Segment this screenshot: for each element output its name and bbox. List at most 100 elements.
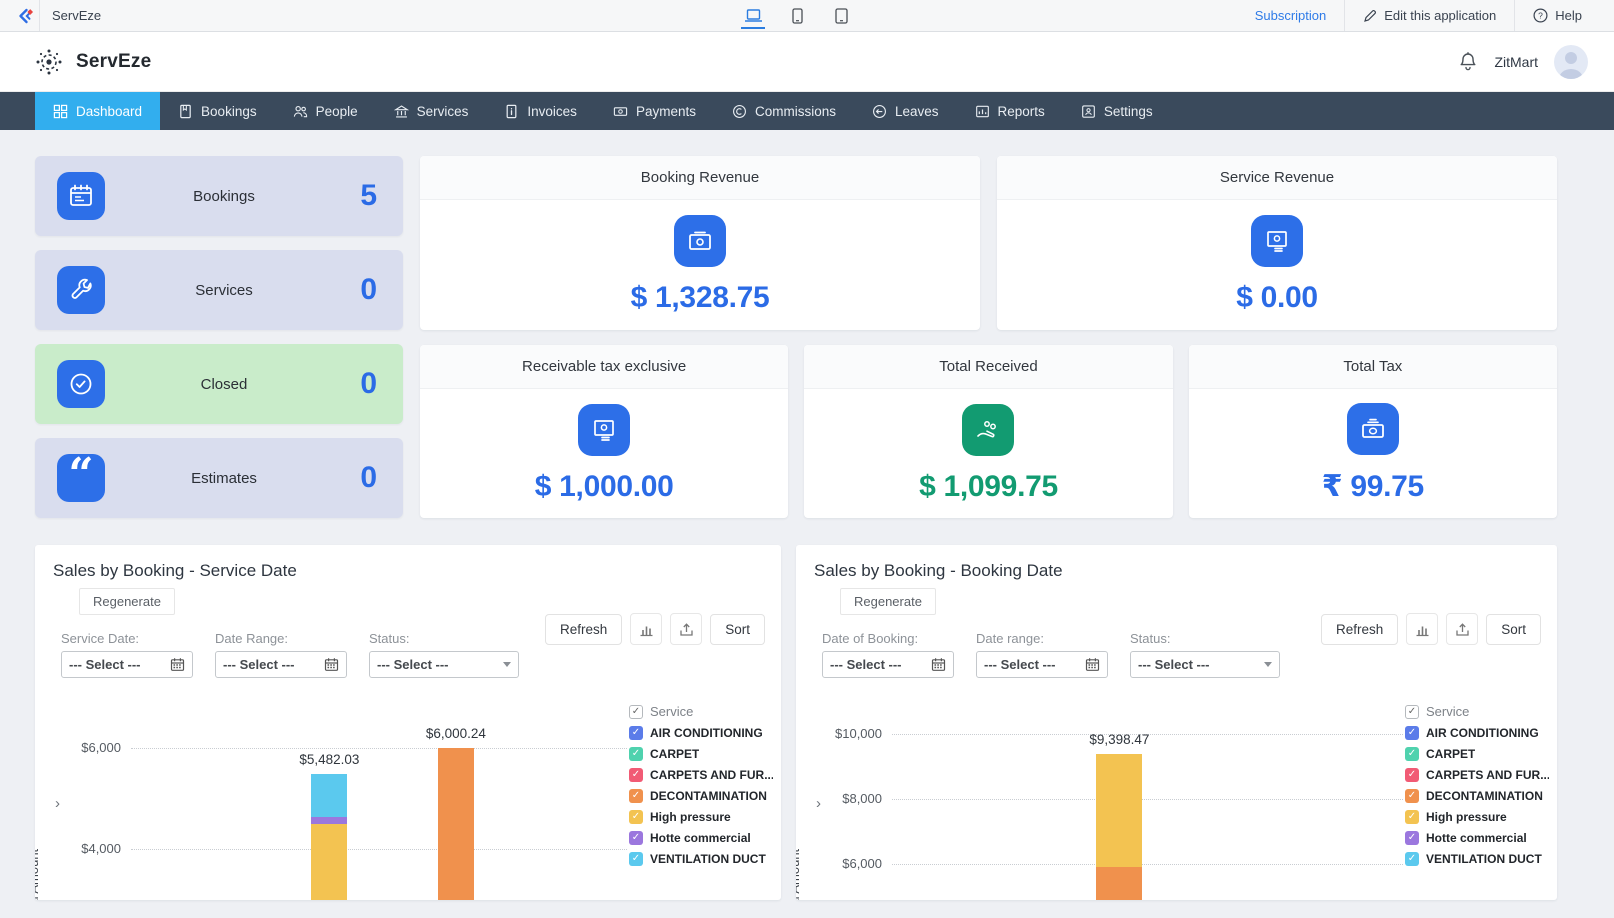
nav-tab-label: Commissions	[755, 104, 836, 119]
nav-tab-invoices[interactable]: Invoices	[486, 92, 595, 130]
refresh-button[interactable]: Refresh	[1321, 614, 1398, 645]
export-icon[interactable]	[670, 613, 702, 645]
legend-header[interactable]: ✓ Service	[1405, 701, 1549, 722]
checkbox-checked-icon[interactable]: ✓	[1405, 810, 1419, 824]
date-picker[interactable]: --- Select ---	[976, 651, 1108, 678]
regenerate-button[interactable]: Regenerate	[79, 588, 175, 615]
checkbox-checked-icon[interactable]: ✓	[629, 768, 643, 782]
bar-segment-high-pressure[interactable]	[1096, 754, 1142, 868]
checkbox-checked-icon[interactable]: ✓	[629, 747, 643, 761]
edit-application-button[interactable]: Edit this application	[1344, 0, 1514, 31]
sort-button[interactable]: Sort	[1486, 614, 1541, 645]
nav-tab-people[interactable]: People	[275, 92, 376, 130]
nav-tab-bookings[interactable]: Bookings	[160, 92, 275, 130]
kpi-card-service-revenue: Service Revenue $ 0.00	[997, 156, 1557, 330]
checkbox-checked-icon[interactable]: ✓	[629, 705, 643, 719]
nav-tab-leaves[interactable]: Leaves	[854, 92, 957, 130]
legend-item-label: AIR CONDITIONING	[650, 726, 763, 740]
legend-item[interactable]: ✓Hotte commercial	[629, 827, 773, 848]
nav-tab-payments[interactable]: Payments	[595, 92, 714, 130]
checkbox-checked-icon[interactable]: ✓	[1405, 705, 1419, 719]
checkbox-checked-icon[interactable]: ✓	[1405, 768, 1419, 782]
bar-chart-icon[interactable]	[1406, 613, 1438, 645]
bar-chart-icon[interactable]	[630, 613, 662, 645]
user-avatar[interactable]	[1554, 45, 1588, 79]
legend-item[interactable]: ✓High pressure	[1405, 806, 1549, 827]
checkbox-checked-icon[interactable]: ✓	[629, 810, 643, 824]
nav-tab-label: Payments	[636, 104, 696, 119]
mobile-icon[interactable]	[784, 3, 810, 29]
stat-label: Bookings	[105, 188, 343, 205]
nav-tab-dashboard[interactable]: Dashboard	[35, 92, 160, 130]
regenerate-button[interactable]: Regenerate	[840, 588, 936, 615]
bar-segment-hotte-commercial[interactable]	[311, 817, 347, 824]
legend-item[interactable]: ✓DECONTAMINATION	[1405, 785, 1549, 806]
calendar-icon	[324, 657, 339, 672]
legend-item[interactable]: ✓CARPET	[1405, 743, 1549, 764]
legend-item-label: CARPET	[650, 747, 699, 761]
subscription-link[interactable]: Subscription	[1237, 0, 1345, 31]
legend-item[interactable]: ✓AIR CONDITIONING	[1405, 722, 1549, 743]
people-icon	[293, 104, 308, 119]
nav-tab-services[interactable]: Services	[376, 92, 487, 130]
stat-card-closed[interactable]: Closed 0	[35, 344, 403, 424]
date-picker[interactable]: --- Select ---	[61, 651, 193, 678]
bank-icon	[394, 104, 409, 119]
bar-segment-decontamination[interactable]	[438, 748, 474, 900]
kpi-amount: $ 1,000.00	[535, 470, 674, 504]
bar-segment-high-pressure[interactable]	[311, 824, 347, 900]
legend-item[interactable]: ✓ CARPET	[629, 743, 773, 764]
date-picker[interactable]: --- Select ---	[215, 651, 347, 678]
bar-segment-ventilation-duct[interactable]	[311, 774, 347, 817]
app-title: ServEze	[76, 51, 151, 73]
creator-logo-icon[interactable]	[10, 0, 40, 31]
nav-tab-reports[interactable]: Reports	[957, 92, 1063, 130]
kpi-title: Service Revenue	[997, 156, 1557, 200]
stat-card-services[interactable]: Services 0	[35, 250, 403, 330]
stat-card-estimates[interactable]: “ Estimates 0	[35, 438, 403, 518]
svg-text:?: ?	[1538, 11, 1543, 21]
checkbox-checked-icon[interactable]: ✓	[1405, 831, 1419, 845]
legend-item[interactable]: ✓CARPETS AND FUR...	[629, 764, 773, 785]
filter-label: Status:	[369, 631, 519, 646]
nav-tab-commissions[interactable]: Commissions	[714, 92, 854, 130]
bar-segment-decontamination[interactable]	[1096, 867, 1142, 900]
chart-plot-area: › Total Amount $6,000$4,000$5,482.03$6,0…	[35, 687, 781, 900]
notification-bell-icon[interactable]	[1458, 51, 1478, 72]
legend-item[interactable]: ✓VENTILATION DUCT	[1405, 848, 1549, 869]
laptop-icon[interactable]	[740, 3, 766, 29]
legend-item[interactable]: ✓ CARPETS AND FUR...	[1405, 764, 1549, 785]
nav-tab-settings[interactable]: Settings	[1063, 92, 1171, 130]
axis-expand-icon[interactable]: ›	[55, 795, 60, 812]
calendar-icon	[57, 172, 105, 220]
refresh-button[interactable]: Refresh	[545, 614, 622, 645]
kpi-area: Booking Revenue $ 1,328.75 Service Reven…	[420, 156, 1557, 518]
legend-item[interactable]: ✓Hotte commercial	[1405, 827, 1549, 848]
status-select[interactable]: --- Select ---	[369, 651, 519, 678]
legend-item[interactable]: ✓VENTILATION DUCT	[629, 848, 773, 869]
checkbox-checked-icon[interactable]: ✓	[629, 831, 643, 845]
chevron-down-icon	[1264, 662, 1272, 667]
help-button[interactable]: ? Help	[1514, 0, 1600, 31]
legend-header[interactable]: ✓Service	[629, 701, 773, 722]
legend-item[interactable]: ✓ AIR CONDITIONING	[629, 722, 773, 743]
checkbox-checked-icon[interactable]: ✓	[629, 852, 643, 866]
checkbox-checked-icon[interactable]: ✓	[1405, 747, 1419, 761]
checkbox-checked-icon[interactable]: ✓	[1405, 726, 1419, 740]
sort-button[interactable]: Sort	[710, 614, 765, 645]
cash-coins-icon	[578, 404, 630, 456]
y-tick-label: $10,000	[804, 726, 882, 741]
status-select[interactable]: --- Select ---	[1130, 651, 1280, 678]
legend-item-label: CARPETS AND FUR...	[1426, 768, 1549, 782]
checkbox-checked-icon[interactable]: ✓	[629, 789, 643, 803]
legend-item[interactable]: ✓DECONTAMINATION	[629, 785, 773, 806]
date-picker[interactable]: --- Select ---	[822, 651, 954, 678]
stat-card-bookings[interactable]: Bookings 5	[35, 156, 403, 236]
checkbox-checked-icon[interactable]: ✓	[629, 726, 643, 740]
export-icon[interactable]	[1446, 613, 1478, 645]
legend-header-label: Service	[1426, 704, 1469, 719]
tablet-icon[interactable]	[828, 3, 854, 29]
checkbox-checked-icon[interactable]: ✓	[1405, 852, 1419, 866]
legend-item[interactable]: ✓High pressure	[629, 806, 773, 827]
checkbox-checked-icon[interactable]: ✓	[1405, 789, 1419, 803]
